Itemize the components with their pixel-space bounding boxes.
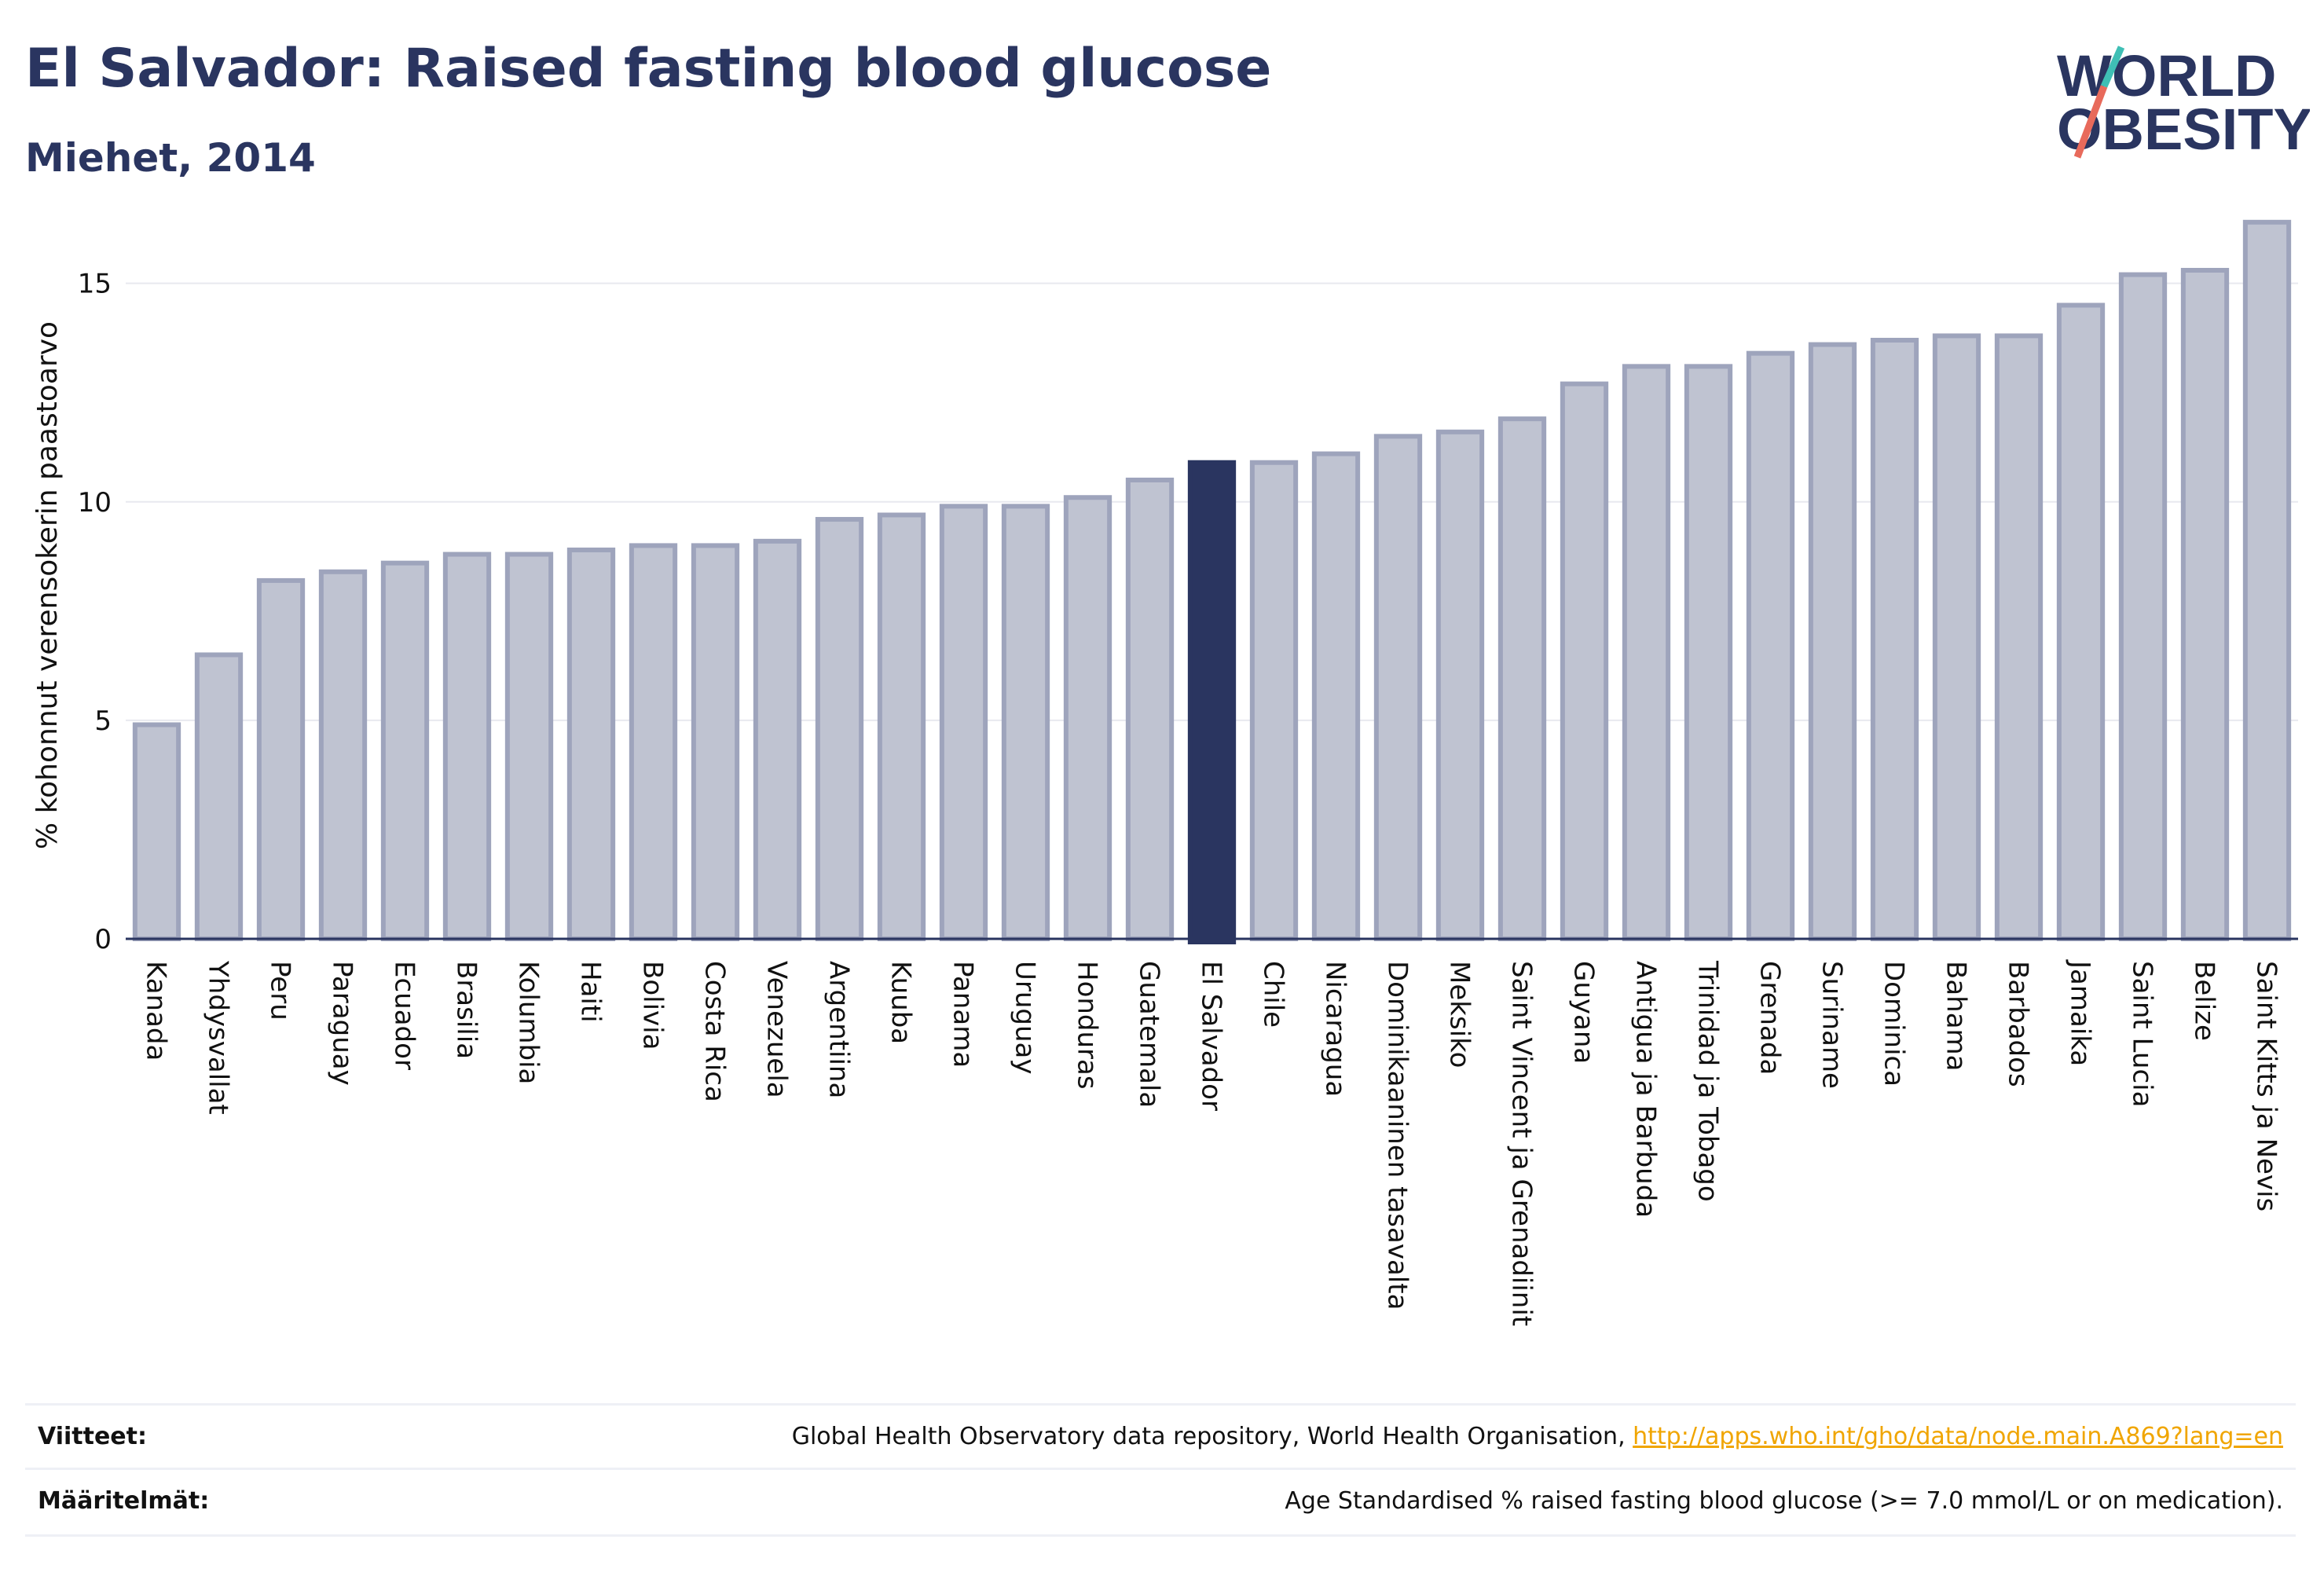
bar [194,652,244,941]
sources-label: Viitteet: [38,1423,147,1450]
bar [1497,416,1547,941]
bar [2180,267,2230,941]
bar [1187,460,1237,944]
bar [1994,333,2044,941]
bar [1435,429,1485,941]
x-tick-label: Paraguay [327,961,358,1086]
x-tick-label: Uruguay [1010,961,1041,1075]
bar [132,722,181,941]
x-tick-label: Argentiina [823,961,855,1098]
bar [318,569,368,941]
x-tick-label: Kolumbia [513,961,544,1084]
x-tick-label: El Salvador [1196,961,1227,1111]
x-tick-label: Antigua ja Barbuda [1630,961,1662,1218]
x-tick-label: Venezuela [761,961,793,1098]
x-tick-label: Haiti [575,961,607,1023]
bar [815,517,864,941]
x-tick-label: Dominica [1879,961,1910,1087]
y-tick-label: 15 [78,269,112,300]
bar [380,560,430,941]
bar [1560,381,1609,941]
x-tick-label: Meksiko [1444,961,1475,1068]
sources-row: Viitteet: Global Health Observatory data… [25,1403,2296,1468]
bar [1622,364,1671,941]
chart-subtitle: Miehet, 2014 [25,135,316,181]
x-tick-label: Suriname [1816,961,1848,1089]
x-tick-label: Trinidad ja Tobago [1692,960,1724,1202]
x-tick-label: Brasilia [451,961,482,1059]
bar [2242,219,2292,941]
bar [1932,333,1981,941]
x-tick-label: Jamaika [2065,959,2096,1066]
bar [2118,272,2168,941]
bar [1311,451,1361,941]
chart-title: El Salvador: Raised fasting blood glucos… [25,38,1272,100]
bar [691,543,740,941]
x-tick-label: Guatemala [1134,961,1165,1108]
bar [753,538,802,941]
bar [1125,477,1175,941]
y-tick-label: 0 [94,924,112,955]
x-tick-label: Ecuador [389,961,420,1070]
bar [1373,434,1423,941]
bar [629,543,678,941]
logo-slash-teal [2100,46,2125,88]
x-tick-label: Kuuba [885,961,917,1044]
bar [1001,504,1050,941]
bar [877,512,926,941]
x-tick-label: Saint Vincent ja Grenadiinit [1506,961,1538,1326]
y-axis-label: % kohonnut verensokerin paastoarvo [31,321,64,849]
sources-link[interactable]: http://apps.who.int/gho/data/node.main.A… [1633,1423,2283,1450]
x-tick-label: Honduras [1072,961,1103,1090]
y-tick-label: 10 [78,487,112,519]
bar [442,552,492,941]
x-tick-label: Kanada [141,961,172,1061]
x-tick-label: Bahama [1941,961,1972,1072]
x-tick-label: Bolivia [637,961,669,1050]
x-tick-label: Chile [1258,961,1289,1028]
x-tick-label: Costa Rica [699,961,731,1102]
x-tick-label: Saint Lucia [2127,961,2158,1107]
sources-value: Global Health Observatory data repositor… [792,1423,2283,1450]
x-tick-label: Peru [265,961,296,1021]
x-tick-label: Barbados [2003,961,2034,1087]
bar [1870,337,1919,941]
x-tick-label: Saint Kitts ja Nevis [2251,961,2282,1211]
world-obesity-logo: WORLD OBESITY [2057,43,2310,162]
footer-divider [25,1534,2296,1537]
x-tick-label: Nicaragua [1320,961,1351,1097]
bar [939,504,988,941]
logo-text-line1: WORLD [2057,43,2277,108]
sources-text: Global Health Observatory data repositor… [791,1423,1633,1450]
bar [256,577,306,941]
bar [566,547,616,941]
bar [504,552,554,941]
bar [2056,302,2106,941]
definitions-label: Määritelmät: [38,1487,210,1515]
bar-chart: 0 5 10 15 % kohonnut verensokerin paastoarvo… [31,219,2298,1326]
definitions-value: Age Standardised % raised fasting blood … [1285,1487,2283,1515]
x-tick-label: Dominikaaninen tasavalta [1382,961,1413,1310]
x-tick-label: Yhdysvallat [203,960,234,1115]
logo-slash-coral [2073,85,2108,159]
y-tick-label: 5 [94,706,112,737]
x-tick-label: Grenada [1754,961,1786,1075]
bar [1249,460,1299,941]
x-tick-label: Guyana [1568,961,1600,1064]
bar [1746,350,1795,941]
bar [1808,342,1857,941]
bar [1063,495,1113,941]
x-tick-label: Panama [948,961,979,1068]
definitions-row: Määritelmät: Age Standardised % raised f… [25,1468,2296,1533]
bar [1684,364,1733,941]
x-tick-label: Belize [2189,961,2220,1041]
